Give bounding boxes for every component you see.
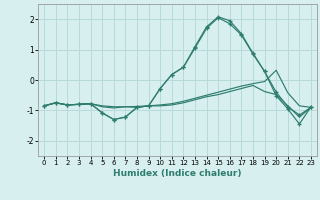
X-axis label: Humidex (Indice chaleur): Humidex (Indice chaleur) — [113, 169, 242, 178]
